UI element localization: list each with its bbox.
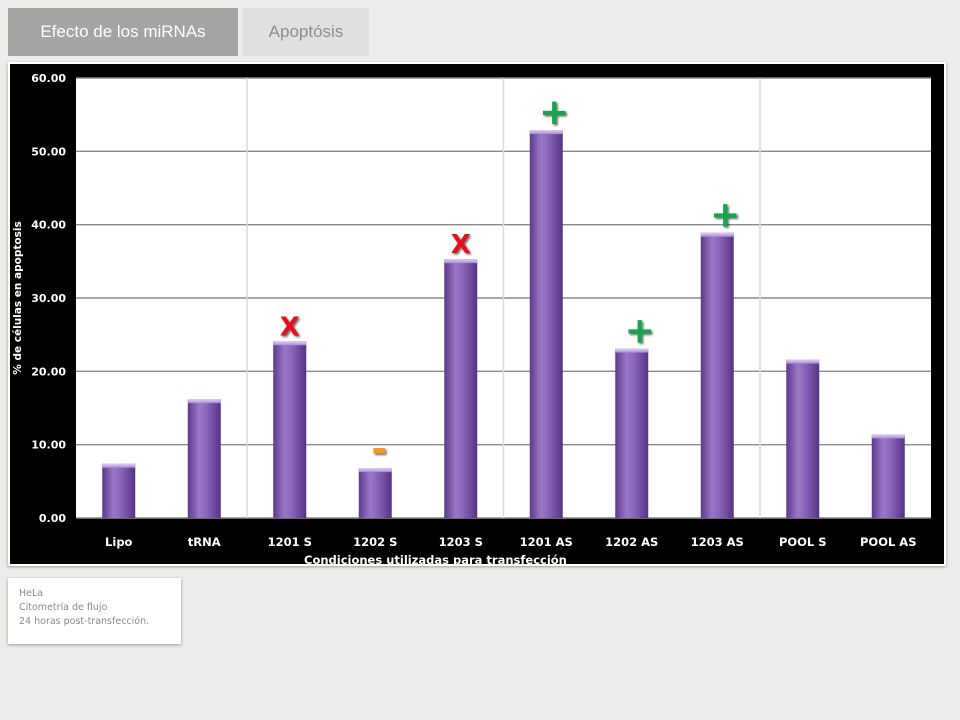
bar-cap <box>187 399 221 404</box>
bar <box>444 259 478 518</box>
bar-cap <box>102 463 136 468</box>
annotation-marks: X - X + + + <box>280 92 741 471</box>
annotation-mark-positive: + <box>710 195 740 236</box>
note-method: Citometría de flujo <box>19 602 108 613</box>
experiment-note: HeLa Citometría de flujo 24 horas post-t… <box>8 578 181 644</box>
x-tick-label: 1202 S <box>353 535 397 549</box>
y-tick-label: 10.00 <box>31 439 66 452</box>
bar-body <box>700 232 734 518</box>
y-tick-label: 0.00 <box>39 512 66 525</box>
y-tick-label: 50.00 <box>31 145 66 158</box>
bar <box>187 399 221 518</box>
x-tick-label: POOL AS <box>860 535 917 549</box>
bar <box>615 348 649 518</box>
annotation-mark-positive: + <box>539 92 569 133</box>
annotation-mark-negative: X <box>280 312 300 342</box>
y-axis-title: % de células en apoptosis <box>12 221 24 374</box>
y-tick-label: 40.00 <box>31 219 66 232</box>
bar-cap <box>871 434 905 439</box>
y-tick-label: 60.00 <box>31 72 66 85</box>
tab-apoptosis[interactable]: Apoptósis <box>243 8 369 56</box>
bar <box>273 341 307 518</box>
annotation-mark-negative: X <box>451 230 471 260</box>
annotation-mark-positive: + <box>625 311 655 352</box>
chart-card: 0.00 10.00 20.00 30.00 40.00 50.00 60.00 Lipo t… <box>8 62 946 566</box>
bar-body <box>615 348 649 518</box>
bar-body <box>871 434 905 518</box>
bar-body <box>786 359 820 518</box>
bar-cap <box>273 341 307 346</box>
bar <box>358 468 392 518</box>
y-tick-label: 20.00 <box>31 365 66 378</box>
note-cell-line: HeLa <box>19 588 44 599</box>
bar-cap <box>444 259 478 264</box>
x-tick-label: 1201 S <box>268 535 312 549</box>
x-axis-title: Condiciones utilizadas para transfección <box>304 553 567 566</box>
bar-cap <box>786 359 820 364</box>
group-separators <box>246 78 761 518</box>
bar-body <box>102 463 136 518</box>
bar <box>786 359 820 518</box>
x-tick-label: tRNA <box>188 535 221 549</box>
bar <box>871 434 905 518</box>
bar-body <box>187 399 221 518</box>
x-tick-label: 1201 AS <box>520 535 573 549</box>
bar-cap <box>700 232 734 237</box>
x-tick-label: 1203 S <box>439 535 483 549</box>
bar <box>529 130 563 519</box>
tab-bar: Efecto de los miRNAs Apoptósis <box>8 8 369 56</box>
x-tick-label: Lipo <box>105 535 133 549</box>
y-tick-label: 30.00 <box>31 292 66 305</box>
note-time: 24 horas post-transfección. <box>19 616 150 627</box>
bar <box>700 232 734 518</box>
tab-efecto-mirnas[interactable]: Efecto de los miRNAs <box>8 8 238 56</box>
bar-body <box>529 130 563 519</box>
bar-cap <box>615 348 649 353</box>
bar-body <box>444 259 478 518</box>
y-tick-labels: 0.00 10.00 20.00 30.00 40.00 50.00 60.00 <box>31 72 66 525</box>
bar-cap <box>529 130 563 135</box>
bar <box>102 463 136 518</box>
apoptosis-bar-chart: 0.00 10.00 20.00 30.00 40.00 50.00 60.00 Lipo t… <box>10 64 944 566</box>
x-tick-label: 1203 AS <box>691 535 744 549</box>
x-tick-label: 1202 AS <box>605 535 658 549</box>
bar-body <box>358 468 392 518</box>
x-tick-labels: Lipo tRNA 1201 S 1202 S 1203 S 1201 AS 1202 AS… <box>105 535 916 549</box>
bars <box>102 130 905 519</box>
bar-cap <box>358 468 392 473</box>
bar-body <box>273 341 307 518</box>
annotation-mark-neutral: - <box>371 427 387 471</box>
x-tick-label: POOL S <box>779 535 827 549</box>
